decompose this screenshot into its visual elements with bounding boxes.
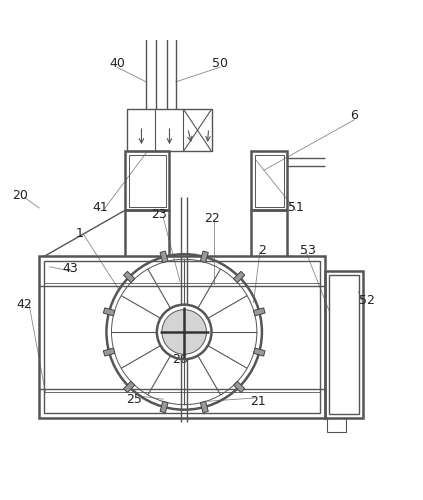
Bar: [233, 382, 245, 392]
Text: 20: 20: [12, 189, 28, 202]
Bar: [103, 348, 115, 356]
Text: 40: 40: [109, 56, 125, 70]
Bar: [233, 272, 245, 282]
Bar: [103, 308, 115, 316]
Text: 6: 6: [350, 109, 358, 122]
Bar: [129, 154, 166, 206]
Bar: [253, 348, 265, 356]
Bar: [325, 271, 363, 418]
Text: 25: 25: [126, 392, 142, 406]
Text: 53: 53: [300, 244, 316, 256]
Bar: [39, 256, 325, 418]
Bar: [327, 418, 346, 432]
Bar: [125, 151, 170, 210]
Bar: [160, 251, 168, 262]
Text: 1: 1: [75, 226, 83, 239]
Text: 22: 22: [203, 212, 220, 225]
Text: 50: 50: [212, 56, 228, 70]
Text: 51: 51: [288, 202, 303, 214]
Bar: [127, 109, 212, 151]
Bar: [201, 402, 208, 413]
Text: 43: 43: [63, 262, 79, 276]
Bar: [201, 251, 208, 262]
Circle shape: [162, 310, 206, 354]
Bar: [253, 308, 265, 316]
Text: 52: 52: [359, 294, 375, 307]
Text: 2: 2: [258, 244, 266, 256]
Text: 41: 41: [92, 202, 108, 214]
Text: 42: 42: [16, 298, 33, 311]
Bar: [160, 402, 168, 413]
Bar: [329, 275, 359, 414]
Text: 23: 23: [151, 208, 167, 221]
Bar: [251, 151, 287, 210]
Bar: [44, 262, 320, 413]
Bar: [124, 382, 135, 392]
Text: 26: 26: [172, 353, 188, 366]
Bar: [255, 154, 284, 206]
Text: 21: 21: [250, 395, 266, 408]
Bar: [124, 272, 135, 282]
